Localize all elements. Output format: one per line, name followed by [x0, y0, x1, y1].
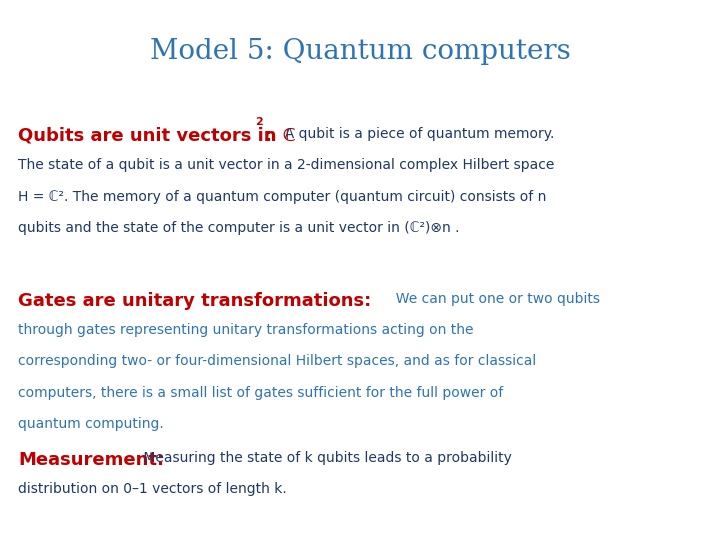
Text: Model 5: Quantum computers: Model 5: Quantum computers: [150, 38, 570, 65]
Text: distribution on 0–1 vectors of length k.: distribution on 0–1 vectors of length k.: [18, 482, 287, 496]
Text: H = ℂ². The memory of a quantum computer (quantum circuit) consists of n: H = ℂ². The memory of a quantum computer…: [18, 190, 546, 204]
Text: A qubit is a piece of quantum memory.: A qubit is a piece of quantum memory.: [276, 127, 554, 141]
Text: Qubits are unit vectors in ℂ: Qubits are unit vectors in ℂ: [18, 127, 296, 145]
Text: Measurement:: Measurement:: [18, 451, 164, 469]
Text: The state of a qubit is a unit vector in a 2-dimensional complex Hilbert space: The state of a qubit is a unit vector in…: [18, 158, 554, 172]
Text: Gates are unitary transformations:: Gates are unitary transformations:: [18, 292, 372, 309]
Text: corresponding two- or four-dimensional Hilbert spaces, and as for classical: corresponding two- or four-dimensional H…: [18, 354, 536, 368]
Text: 2: 2: [256, 117, 264, 127]
Text: We can put one or two qubits: We can put one or two qubits: [387, 292, 600, 306]
Text: through gates representing unitary transformations acting on the: through gates representing unitary trans…: [18, 323, 474, 337]
Text: qubits and the state of the computer is a unit vector in (ℂ²)⊗n .: qubits and the state of the computer is …: [18, 221, 459, 235]
Text: Measuring the state of k qubits leads to a probability: Measuring the state of k qubits leads to…: [139, 451, 512, 465]
Text: :: :: [265, 127, 272, 145]
Text: quantum computing.: quantum computing.: [18, 417, 163, 431]
Text: computers, there is a small list of gates sufficient for the full power of: computers, there is a small list of gate…: [18, 386, 503, 400]
